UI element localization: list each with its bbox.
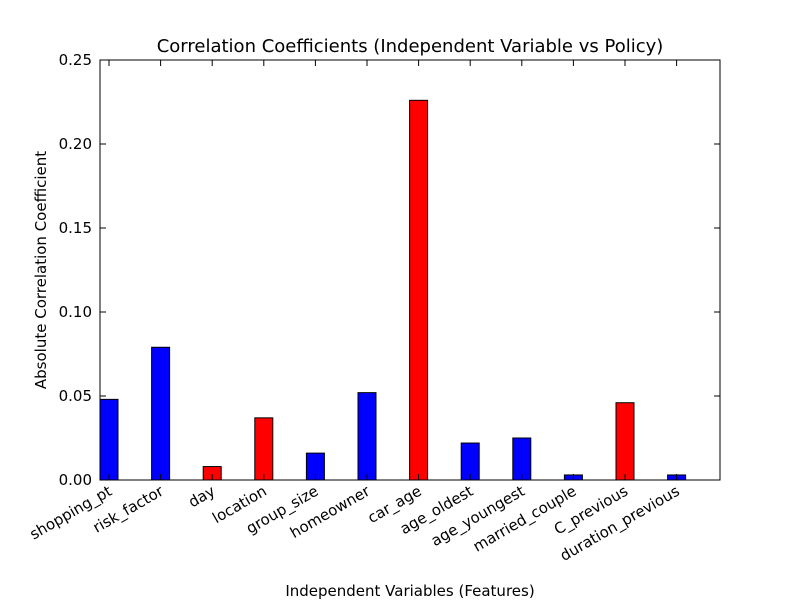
bar-risk_factor (151, 346, 171, 481)
y-tick-label: 0.05 (59, 387, 92, 405)
bar-homeowner (357, 392, 377, 481)
y-tick-label: 0.25 (59, 51, 92, 69)
x-axis-label: Independent Variables (Features) (285, 582, 534, 600)
y-axis-label: Absolute Correlation Coefficient (32, 151, 50, 389)
y-tick-label: 0.10 (59, 303, 92, 321)
y-tick-label: 0.20 (59, 135, 92, 153)
y-tick-label: 0.15 (59, 219, 92, 237)
chart-title: Correlation Coefficients (Independent Va… (157, 36, 664, 57)
bar-C_previous (615, 402, 635, 481)
plot-area-frame (99, 59, 721, 481)
bars-layer (99, 99, 687, 481)
bar-car_age (409, 99, 429, 481)
y-tick-label: 0.00 (59, 471, 92, 489)
bar-age_youngest (512, 437, 532, 481)
bar-location (254, 417, 274, 481)
bar-shopping_pt (99, 398, 119, 481)
x-tick-label: day (185, 482, 218, 511)
